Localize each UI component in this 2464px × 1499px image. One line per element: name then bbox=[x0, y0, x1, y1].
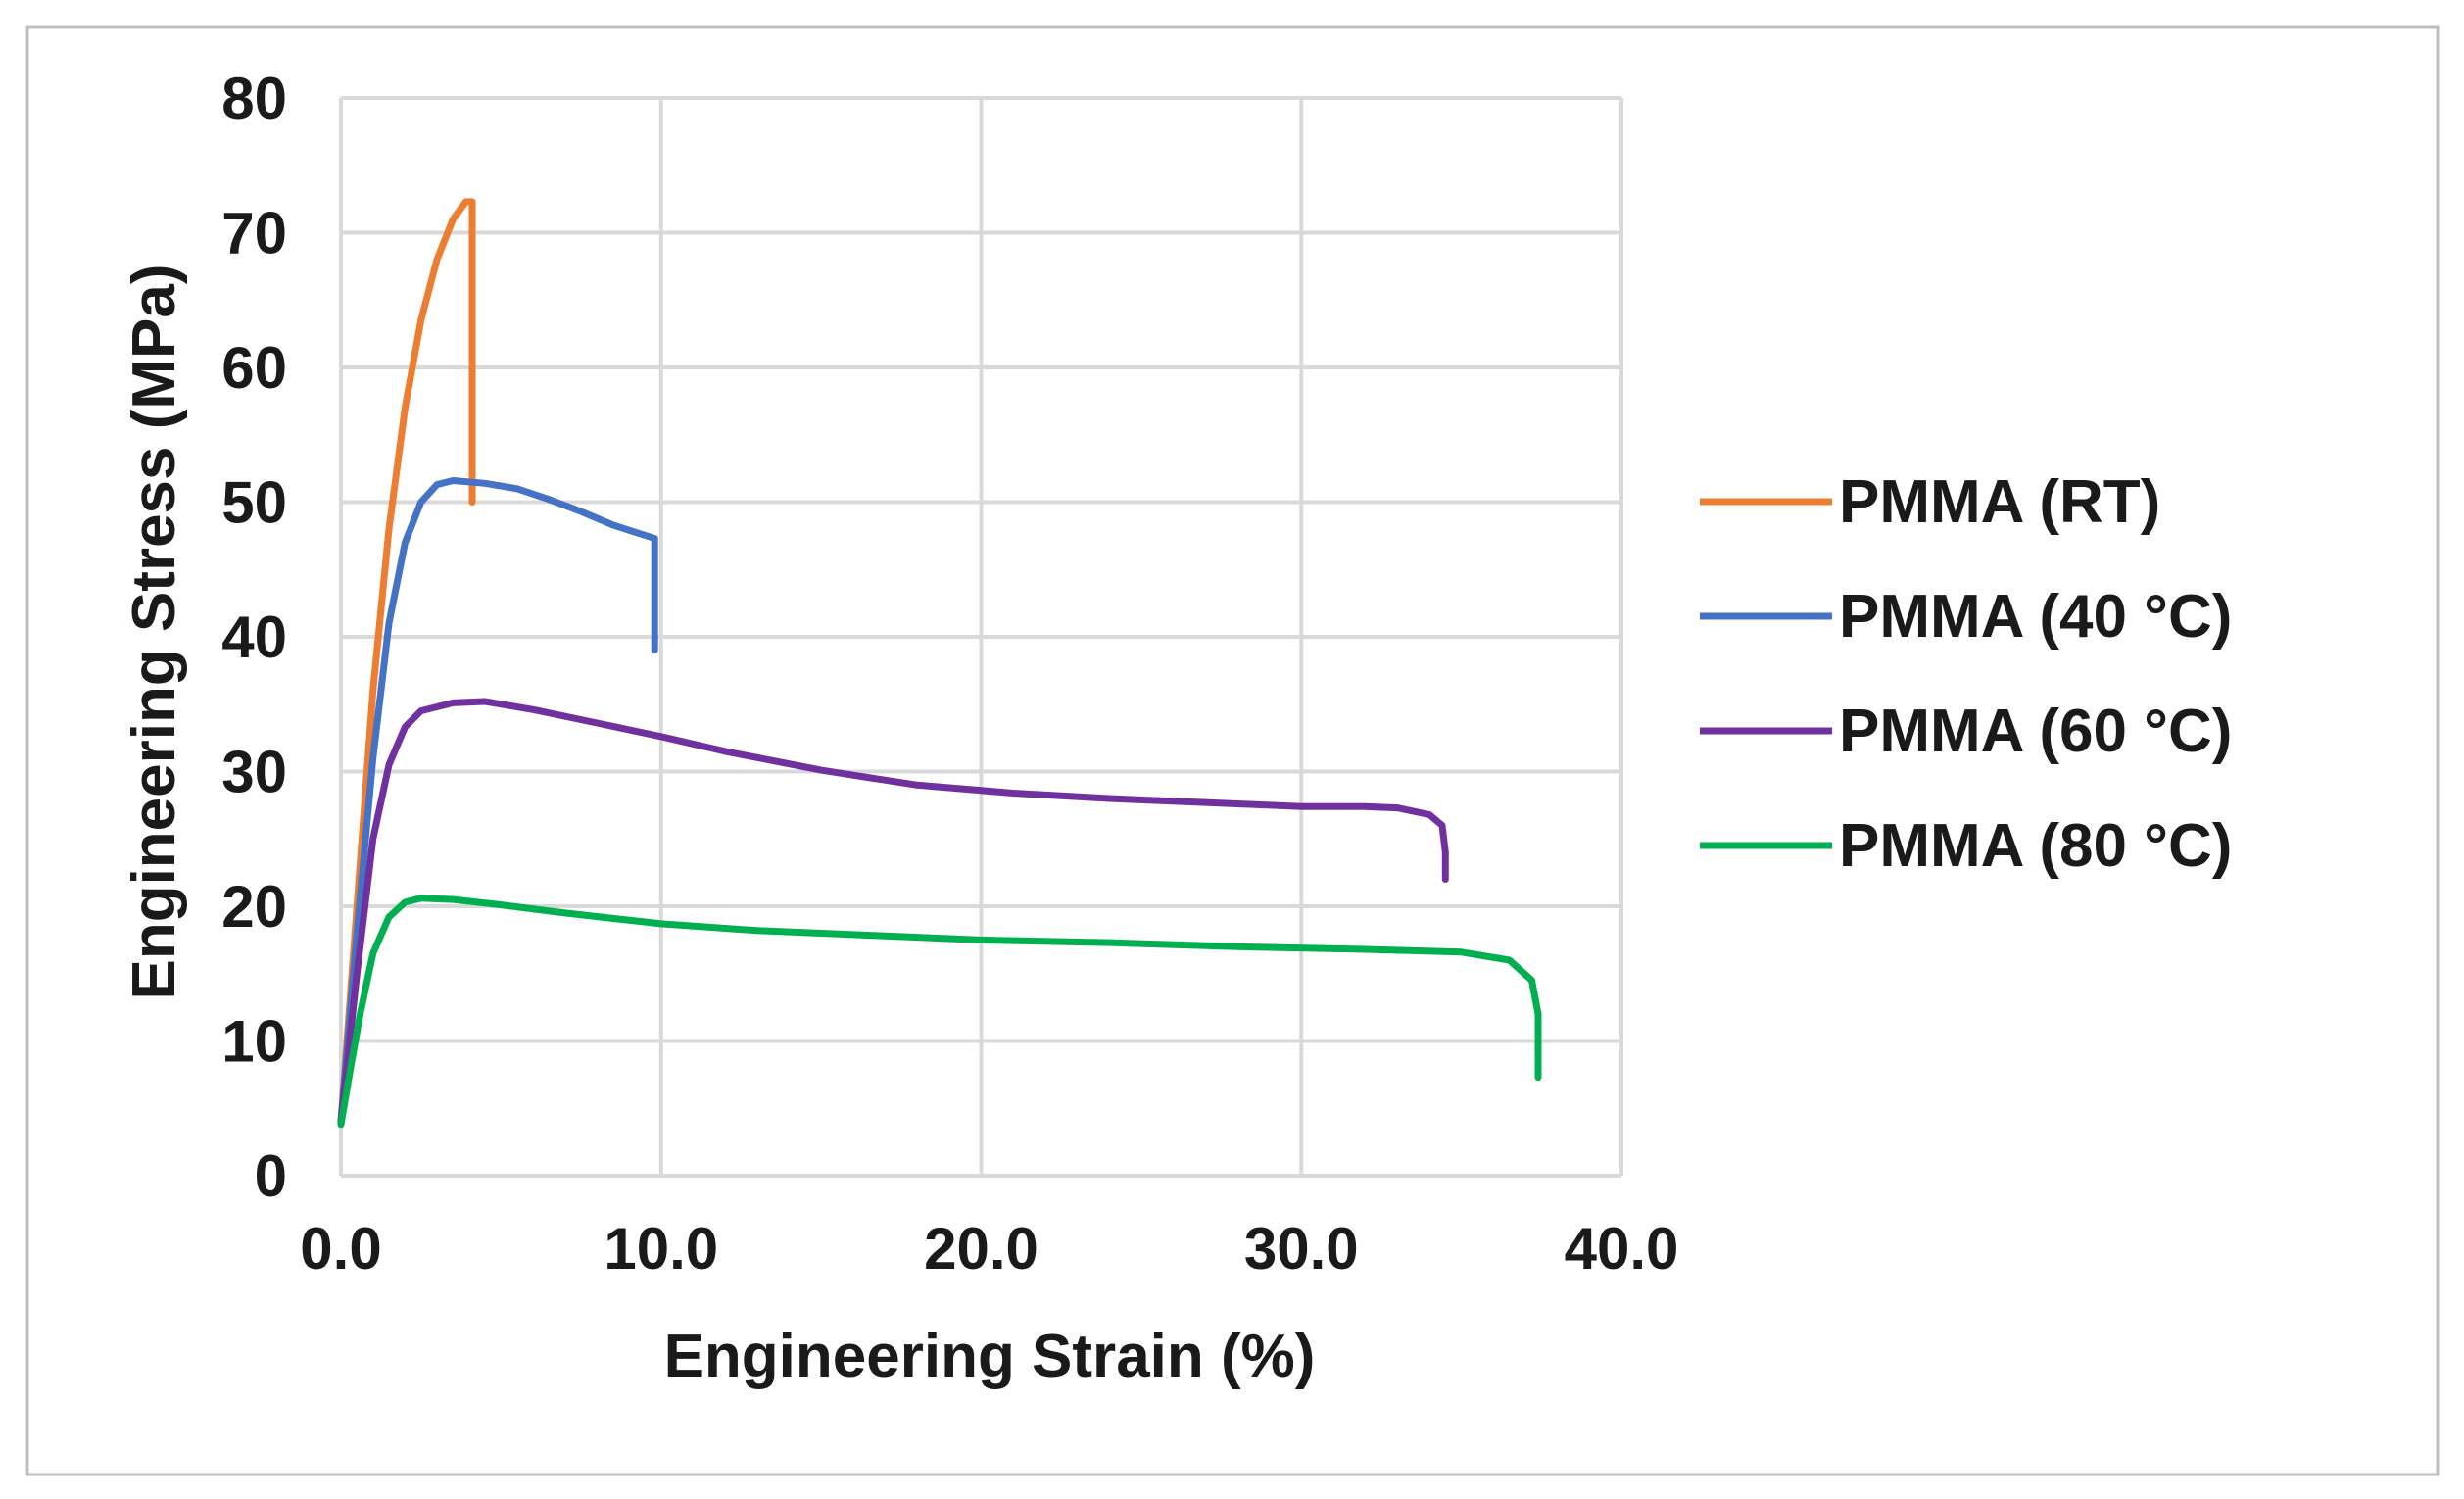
series-layer bbox=[337, 198, 1542, 1129]
series-line-pmma-60-c bbox=[337, 698, 1449, 1126]
legend-label-pmma-60-c: PMMA (60 °C) bbox=[1839, 698, 2232, 765]
x-tick-label: 30.0 bbox=[1244, 1216, 1359, 1281]
y-tick-label: 30 bbox=[221, 740, 287, 805]
x-axis-title: Engineering Strain (%) bbox=[664, 1323, 1316, 1390]
legend-label-pmma-40-c: PMMA (40 °C) bbox=[1839, 583, 2232, 651]
y-tick-labels: 0 10 20 30 40 50 60 70 80 bbox=[221, 66, 287, 1209]
chart-border bbox=[25, 25, 2440, 1476]
x-tick-label: 40.0 bbox=[1565, 1216, 1679, 1281]
x-tick-label: 10.0 bbox=[604, 1216, 718, 1281]
legend-label-pmma-80-c: PMMA (80 °C) bbox=[1839, 812, 2232, 880]
x-tick-label: 20.0 bbox=[924, 1216, 1039, 1281]
x-tick-labels: 0.0 10.0 20.0 30.0 40.0 bbox=[300, 1216, 1678, 1281]
series-line-pmma-40-c bbox=[337, 477, 658, 1126]
legend: PMMA (RT) PMMA (40 °C) PMMA (60 °C) PMMA (8… bbox=[1700, 468, 2232, 880]
y-tick-label: 70 bbox=[221, 201, 287, 266]
y-tick-label: 0 bbox=[255, 1143, 287, 1209]
y-tick-label: 60 bbox=[221, 335, 287, 401]
y-tick-label: 40 bbox=[221, 604, 287, 670]
y-tick-label: 50 bbox=[221, 470, 287, 536]
y-axis-title: Engineering Stress (MPa) bbox=[121, 264, 188, 999]
y-tick-label: 20 bbox=[221, 874, 287, 940]
legend-label-pmma-rt: PMMA (RT) bbox=[1839, 468, 2160, 536]
x-tick-label: 0.0 bbox=[300, 1216, 381, 1281]
series-line-pmma-rt bbox=[337, 198, 476, 1126]
y-tick-label: 80 bbox=[221, 66, 287, 131]
series-line-pmma-80-c bbox=[337, 895, 1542, 1129]
y-tick-label: 10 bbox=[221, 1009, 287, 1075]
